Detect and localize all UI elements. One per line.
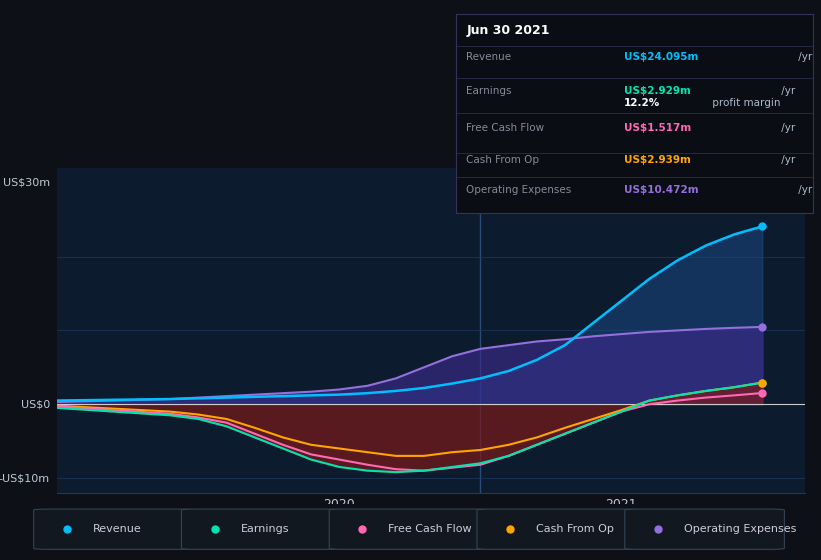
- FancyBboxPatch shape: [625, 509, 784, 549]
- Text: Operating Expenses: Operating Expenses: [684, 524, 796, 534]
- Text: profit margin: profit margin: [709, 99, 781, 109]
- Text: US$30m: US$30m: [3, 178, 50, 188]
- Text: Earnings: Earnings: [466, 86, 511, 96]
- Text: /yr: /yr: [777, 123, 795, 133]
- Point: [755, 378, 768, 387]
- Text: Free Cash Flow: Free Cash Flow: [388, 524, 472, 534]
- Text: /yr: /yr: [795, 52, 812, 62]
- Text: US$2.939m: US$2.939m: [623, 155, 690, 165]
- Text: Revenue: Revenue: [466, 52, 511, 62]
- Text: Earnings: Earnings: [241, 524, 289, 534]
- FancyBboxPatch shape: [34, 509, 193, 549]
- Text: US$2.929m: US$2.929m: [623, 86, 690, 96]
- Point: [755, 389, 768, 398]
- Point: [755, 378, 768, 387]
- Text: Cash From Op: Cash From Op: [466, 155, 539, 165]
- Text: Revenue: Revenue: [93, 524, 141, 534]
- Text: US$24.095m: US$24.095m: [623, 52, 698, 62]
- Text: Operating Expenses: Operating Expenses: [466, 185, 571, 195]
- Point: [755, 222, 768, 231]
- FancyBboxPatch shape: [329, 509, 488, 549]
- Text: /yr: /yr: [777, 155, 795, 165]
- FancyBboxPatch shape: [477, 509, 636, 549]
- Text: US$0: US$0: [21, 399, 50, 409]
- Text: /yr: /yr: [795, 185, 812, 195]
- Text: -US$10m: -US$10m: [0, 473, 50, 483]
- Text: /yr: /yr: [777, 86, 795, 96]
- Text: Cash From Op: Cash From Op: [536, 524, 614, 534]
- Text: Free Cash Flow: Free Cash Flow: [466, 123, 544, 133]
- FancyBboxPatch shape: [181, 509, 341, 549]
- Point: [755, 323, 768, 332]
- Text: 12.2%: 12.2%: [623, 99, 660, 109]
- Text: US$10.472m: US$10.472m: [623, 185, 698, 195]
- Text: US$1.517m: US$1.517m: [623, 123, 690, 133]
- Text: Jun 30 2021: Jun 30 2021: [466, 24, 550, 37]
